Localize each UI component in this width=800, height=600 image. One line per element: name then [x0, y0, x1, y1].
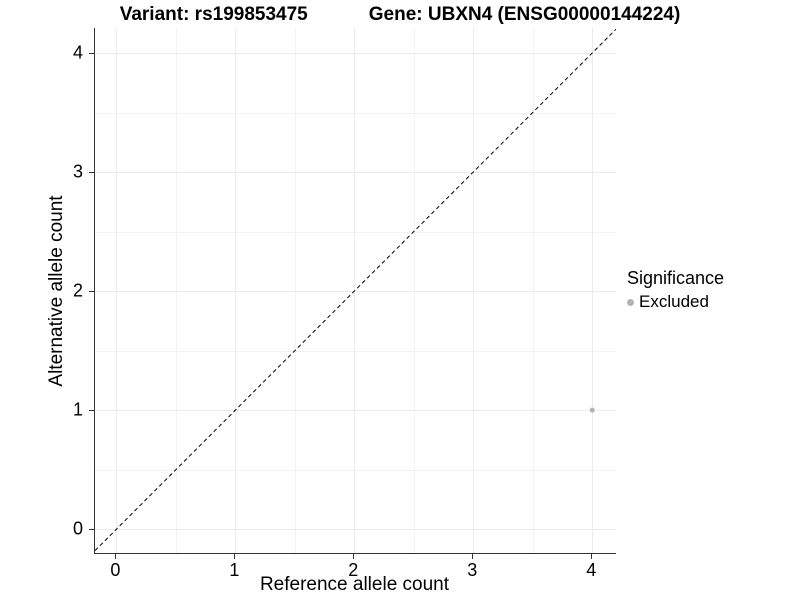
major-gridline-horizontal	[95, 410, 616, 412]
major-gridline-vertical	[116, 28, 118, 553]
y-tick-mark	[89, 172, 94, 174]
legend-title: Significance	[627, 268, 725, 288]
x-tick-label: 3	[467, 560, 478, 580]
major-gridline-horizontal	[95, 172, 616, 174]
x-tick-label: 4	[586, 560, 597, 580]
x-tick-mark	[472, 554, 474, 559]
legend-item-label: Excluded	[639, 292, 709, 311]
minor-gridline-horizontal	[95, 469, 616, 471]
minor-gridline-vertical	[294, 28, 296, 553]
plot-svg	[95, 28, 616, 551]
major-gridline-horizontal	[95, 529, 616, 531]
minor-gridline-vertical	[413, 28, 415, 553]
x-axis: 0 1 2 3 4	[94, 554, 615, 598]
y-tick-label: 1	[72, 399, 83, 420]
major-gridline-vertical	[473, 28, 475, 553]
x-tick-label: 2	[348, 560, 359, 580]
y-tick-mark	[89, 529, 94, 531]
x-tick-label: 0	[110, 560, 121, 580]
minor-gridline-horizontal	[95, 350, 616, 352]
major-gridline-vertical	[235, 28, 237, 553]
y-tick-label: 3	[72, 161, 83, 182]
x-tick-mark	[353, 554, 355, 559]
major-gridline-vertical	[592, 28, 594, 553]
x-tick-mark	[234, 554, 236, 559]
gridlines	[95, 28, 616, 553]
x-tick-mark	[591, 554, 593, 559]
minor-gridline-horizontal	[95, 112, 616, 114]
x-tick-label: 1	[229, 560, 240, 580]
x-axis-title: Reference allele count	[259, 574, 450, 595]
major-gridline-horizontal	[95, 53, 616, 54]
major-gridline-horizontal	[95, 291, 616, 293]
plot-panel	[94, 28, 616, 554]
legend: Significance Excluded	[627, 268, 724, 312]
identity-line	[95, 28, 616, 551]
x-tick-mark	[115, 554, 117, 559]
minor-gridline-horizontal	[95, 231, 616, 233]
y-tick-mark	[89, 53, 94, 54]
y-tick-label: 0	[72, 518, 83, 539]
plot-title: Variant: rs199853475 Gene: UBXN4 (ENSG00…	[0, 4, 800, 26]
plot-title-variant: Variant: rs199853475	[119, 4, 308, 25]
minor-gridline-vertical	[532, 28, 534, 553]
data-point	[589, 407, 595, 413]
y-tick-mark	[89, 410, 94, 412]
plot-title-gene: Gene: UBXN4 (ENSG00000144224)	[368, 4, 681, 25]
legend-point-icon	[627, 298, 634, 306]
y-axis: 0 1 2 3 4	[0, 28, 94, 553]
legend-item-excluded: Excluded	[627, 292, 724, 312]
y-tick-mark	[89, 291, 94, 293]
minor-gridline-vertical	[175, 28, 177, 553]
y-tick-label: 4	[72, 42, 83, 63]
y-tick-label: 2	[72, 280, 83, 301]
